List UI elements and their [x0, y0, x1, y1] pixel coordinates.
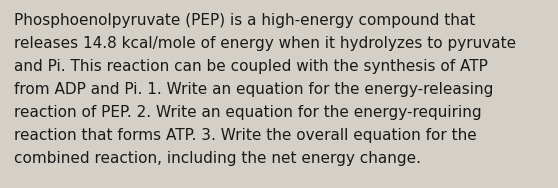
Text: reaction that forms ATP. 3. Write the overall equation for the: reaction that forms ATP. 3. Write the ov…: [14, 128, 477, 143]
Text: combined reaction, including the net energy change.: combined reaction, including the net ene…: [14, 151, 421, 166]
Text: Phosphoenolpyruvate (PEP) is a high-energy compound that: Phosphoenolpyruvate (PEP) is a high-ener…: [14, 13, 475, 28]
Text: reaction of PEP. 2. Write an equation for the energy-requiring: reaction of PEP. 2. Write an equation fo…: [14, 105, 482, 120]
Text: releases 14.8 kcal/mole of energy when it hydrolyzes to pyruvate: releases 14.8 kcal/mole of energy when i…: [14, 36, 516, 51]
Text: from ADP and Pi. 1. Write an equation for the energy-releasing: from ADP and Pi. 1. Write an equation fo…: [14, 82, 493, 97]
Text: and Pi. This reaction can be coupled with the synthesis of ATP: and Pi. This reaction can be coupled wit…: [14, 59, 488, 74]
